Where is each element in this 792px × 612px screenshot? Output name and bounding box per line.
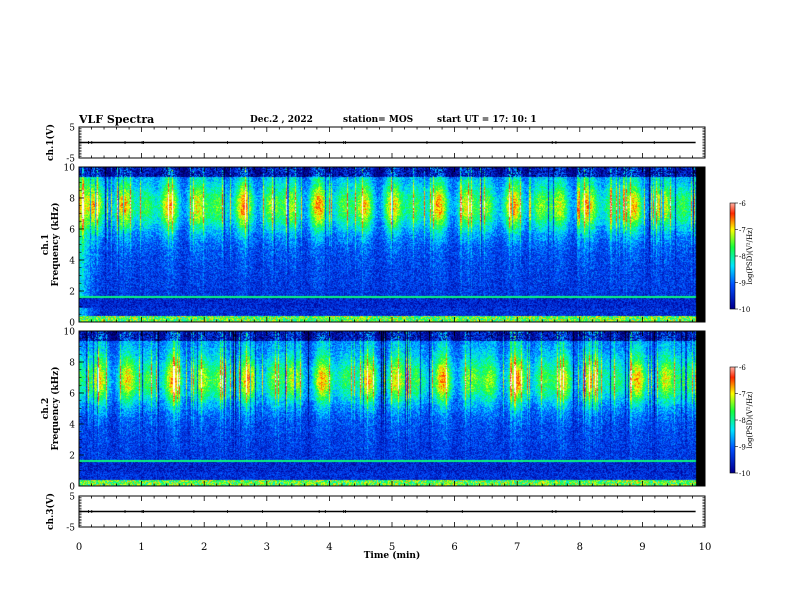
y-tick-label: 6	[69, 226, 75, 236]
ch1-colorbar-tick-label: -8	[739, 253, 746, 261]
y-tick-label: 5	[69, 493, 75, 503]
ch2-colorbar-tick-label: -6	[739, 364, 746, 372]
ch2-colorbar-tick-label: -7	[739, 391, 746, 399]
station-label: station= MOS	[343, 115, 414, 125]
ch2-colorbar-label: log(PSD)(V²/Hz)	[746, 391, 754, 448]
ch2-colorbar-tick-label: -9	[739, 444, 746, 452]
ch2-colorbar-scale	[730, 367, 735, 473]
y-tick-label: 6	[69, 390, 75, 400]
ch1-colorbar-label-text: log(PSD)(V²/Hz)	[746, 227, 754, 284]
x-tick-label: 6	[451, 542, 457, 553]
ch1-colorbar-tick-label: -10	[739, 306, 750, 314]
ch1-colorbar-label: log(PSD)(V²/Hz)	[746, 227, 754, 284]
x-tick-label: 2	[201, 542, 207, 553]
ch1-voltage-ylabel: ch.1(V)	[45, 124, 56, 161]
x-tick-label: 10	[699, 542, 712, 553]
x-tick-label: 3	[264, 542, 270, 553]
y-tick-label: 0	[69, 483, 75, 493]
ch2-spectrogram-ylabel-line: ch.2	[41, 398, 51, 419]
ch1-colorbar-tick-label: -6	[739, 200, 746, 208]
y-tick-label: 2	[69, 288, 75, 298]
y-tick-label: 10	[64, 328, 76, 338]
chart-title: VLF Spectra	[79, 113, 155, 126]
ch3-voltage-ylabel: ch.3(V)	[45, 493, 56, 530]
spectrogram-image	[79, 331, 705, 486]
ch1-spectrogram-ylabel-line: ch.1	[41, 234, 51, 255]
x-tick-label: 5	[389, 542, 395, 553]
ch1-spectrogram-ylabel-line: Frequency (kHz)	[50, 202, 61, 286]
ch1-colorbar-tick-label: -7	[739, 227, 746, 235]
y-tick-label: 2	[69, 452, 75, 462]
y-tick-label: 8	[69, 195, 75, 205]
start-time-label: start UT = 17: 10: 1	[437, 115, 537, 125]
x-tick-label: 7	[514, 542, 520, 553]
ch2-colorbar-tick-label: -8	[739, 417, 746, 425]
y-tick-label: 8	[69, 359, 75, 369]
y-tick-label: -5	[66, 155, 75, 165]
ch1-colorbar-scale	[730, 203, 735, 309]
ch2-colorbar-label-text: log(PSD)(V²/Hz)	[746, 391, 754, 448]
date-label: Dec.2 , 2022	[250, 115, 313, 125]
x-tick-label: 9	[639, 542, 645, 553]
ch3-voltage-ylabel-line: ch.3(V)	[45, 493, 56, 530]
ch2-colorbar-tick-label: -10	[739, 470, 750, 478]
ch1-voltage-ylabel-line: ch.1(V)	[45, 124, 56, 161]
ch1-spectrogram-ylabel: ch.1 Frequency (kHz)	[41, 202, 61, 286]
y-tick-label: 10	[64, 164, 76, 174]
y-tick-label: -5	[66, 524, 75, 534]
y-tick-label: 5	[69, 124, 75, 134]
spectrogram-image	[79, 167, 705, 322]
y-tick-label: 4	[69, 257, 75, 267]
y-tick-label: 4	[69, 421, 75, 431]
x-tick-label: 8	[577, 542, 583, 553]
ch2-spectrogram-ylabel: ch.2 Frequency (kHz)	[41, 366, 61, 450]
y-tick-label: 0	[69, 319, 75, 329]
x-tick-label: 0	[76, 542, 82, 553]
ch1-colorbar-tick-label: -9	[739, 280, 746, 288]
x-axis-label: Time (min)	[364, 550, 421, 561]
ch2-spectrogram-ylabel-line: Frequency (kHz)	[50, 366, 61, 450]
x-tick-label: 1	[138, 542, 144, 553]
x-tick-label: 4	[326, 542, 332, 553]
